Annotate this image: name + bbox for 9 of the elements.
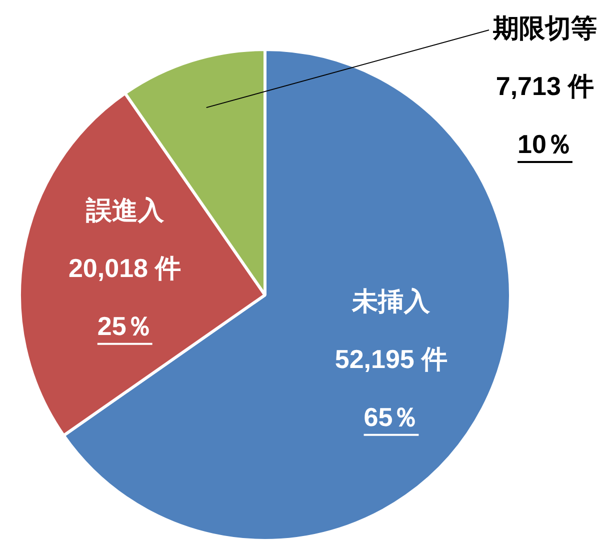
text: 10％ [518,129,572,160]
text: 65％ [364,402,419,432]
text: 25％ [97,311,152,342]
data-label: 7,713 件 [496,71,594,102]
slice-label: 未挿入 [351,286,432,316]
data-label: 52,195 件 [334,344,448,374]
data-label: 20,018 件 [68,253,182,284]
slice-label: 期限切等 [492,13,597,44]
slice-label: 誤進入 [84,195,165,226]
